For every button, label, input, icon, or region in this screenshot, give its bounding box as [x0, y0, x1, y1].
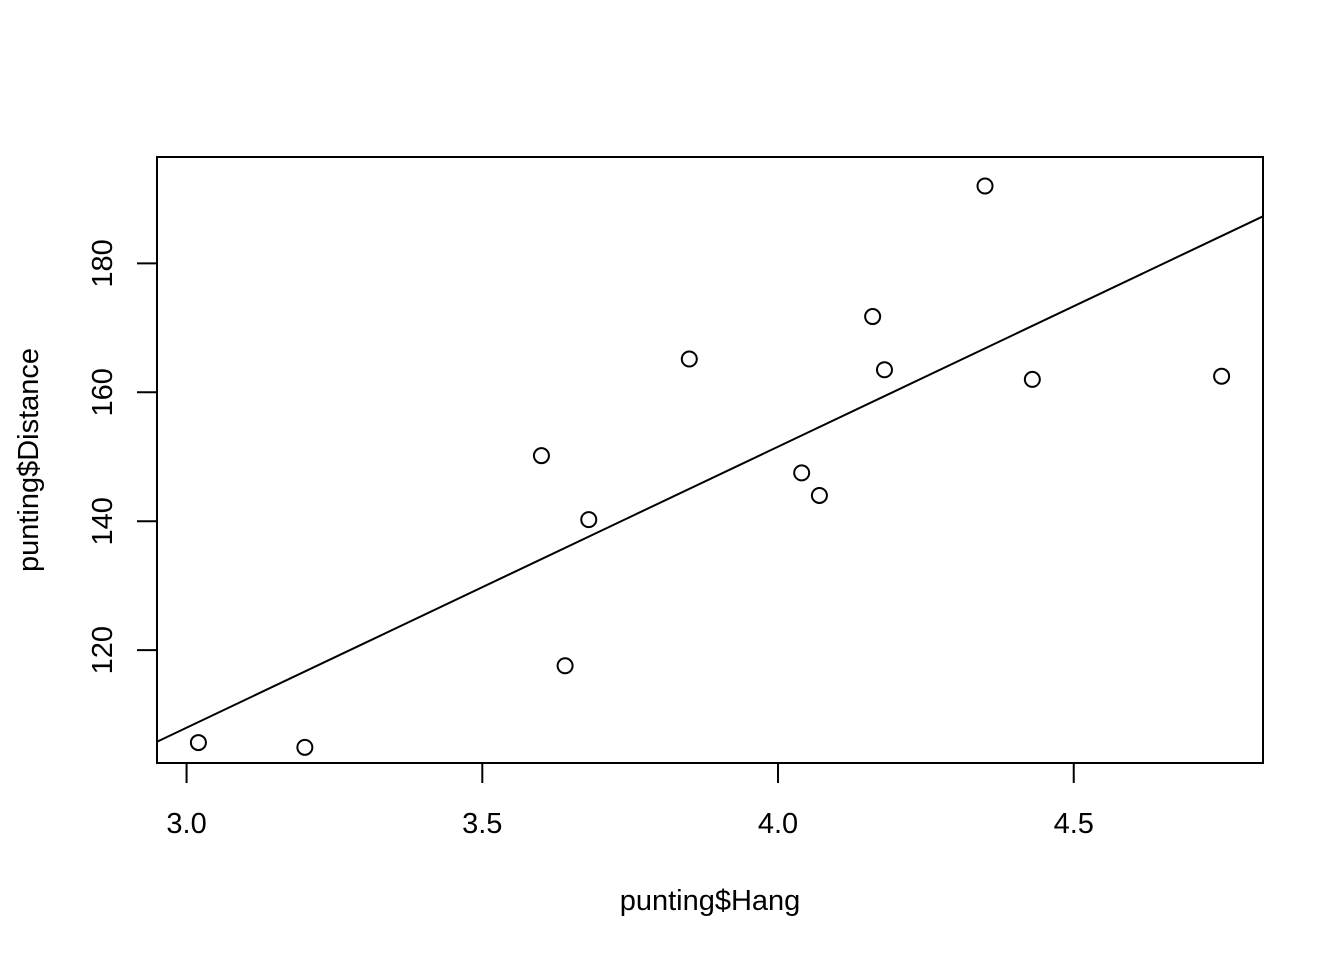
- data-point: [1213, 367, 1231, 385]
- x-axis-title: punting$Hang: [620, 885, 801, 917]
- data-point: [680, 350, 698, 368]
- data-point: [532, 447, 550, 465]
- y-tick-label: 160: [87, 368, 119, 416]
- data-point: [1023, 370, 1041, 388]
- x-tick-label: 4.5: [1054, 808, 1094, 840]
- y-axis-title: punting$Distance: [13, 348, 45, 572]
- y-axis: 120 140 160 180: [87, 239, 158, 674]
- data-point: [189, 734, 207, 752]
- data-point: [875, 361, 893, 379]
- y-tick-label: 120: [87, 626, 119, 674]
- x-tick-label: 4.0: [758, 808, 798, 840]
- plot-frame: [156, 156, 1264, 764]
- data-point: [296, 738, 314, 756]
- y-tick-label: 140: [87, 497, 119, 545]
- y-tick-label: 180: [87, 239, 119, 287]
- data-point: [864, 308, 882, 326]
- data-point: [976, 177, 994, 195]
- data-point: [793, 464, 811, 482]
- data-point: [810, 486, 828, 504]
- regression-line: [156, 215, 1264, 743]
- data-points: [189, 177, 1231, 756]
- x-tick-label: 3.0: [166, 808, 206, 840]
- x-axis: 3.0 3.5 4.0 4.5: [166, 762, 1094, 840]
- data-point: [580, 511, 598, 529]
- data-point: [556, 657, 574, 675]
- x-tick-label: 3.5: [462, 808, 502, 840]
